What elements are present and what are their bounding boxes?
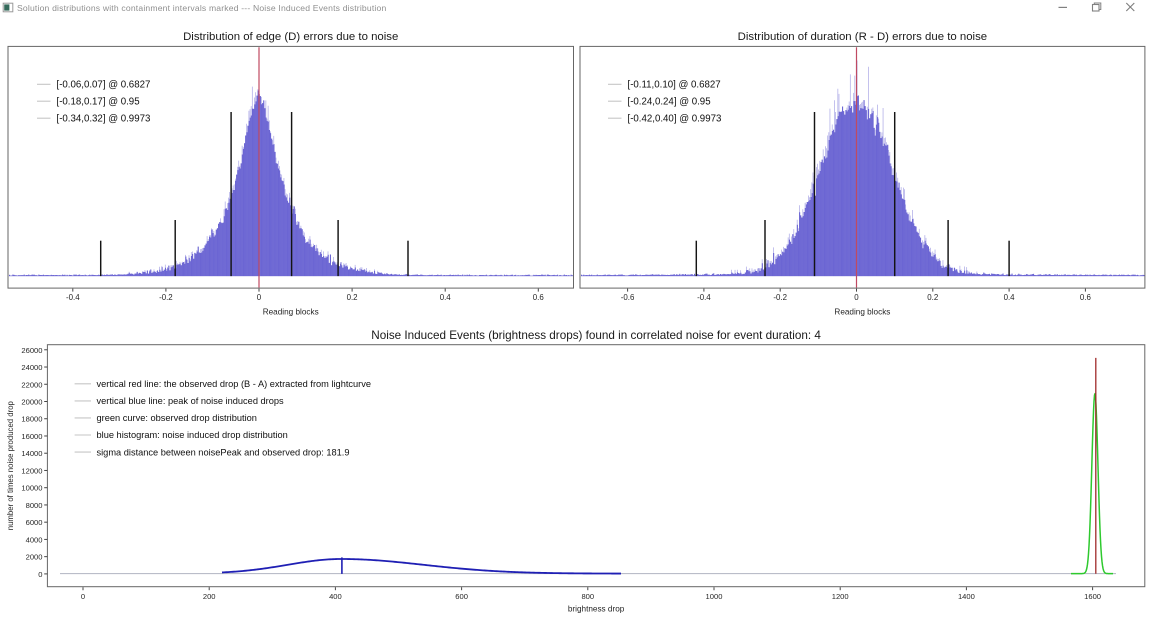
svg-text:[-0.11,0.10] @ 0.6827: [-0.11,0.10] @ 0.6827 [628,80,721,91]
svg-text:-0.4: -0.4 [697,293,711,302]
svg-text:0.2: 0.2 [927,293,938,302]
svg-text:1400: 1400 [958,592,975,601]
svg-text:22000: 22000 [21,380,42,389]
svg-text:sigma distance between noisePe: sigma distance between noisePeak and obs… [97,447,350,457]
svg-text:600: 600 [455,592,468,601]
svg-text:1000: 1000 [706,592,723,601]
svg-text:0.6: 0.6 [533,293,545,302]
svg-text:vertical red line: the observe: vertical red line: the observed drop (B … [97,379,372,389]
svg-text:[-0.24,0.24] @ 0.95: [-0.24,0.24] @ 0.95 [628,97,711,108]
svg-text:12000: 12000 [21,466,42,475]
svg-text:[-0.34,0.32] @ 0.9973: [-0.34,0.32] @ 0.9973 [57,114,151,125]
svg-text:1600: 1600 [1084,592,1101,601]
svg-text:brightness drop: brightness drop [568,605,625,614]
svg-text:0: 0 [257,293,262,302]
svg-text:[-0.42,0.40] @ 0.9973: [-0.42,0.40] @ 0.9973 [628,114,722,125]
svg-text:Noise Induced Events (brightne: Noise Induced Events (brightness drops) … [371,329,821,342]
svg-text:-0.2: -0.2 [773,293,787,302]
svg-text:number of times noise produced: number of times noise produced drop [6,400,15,530]
svg-text:vertical blue line: peak of no: vertical blue line: peak of noise induce… [97,396,285,406]
svg-text:400: 400 [329,592,342,601]
svg-text:Reading blocks: Reading blocks [834,308,890,317]
svg-text:0.4: 0.4 [1004,293,1016,302]
svg-text:200: 200 [203,592,216,601]
svg-text:-0.6: -0.6 [621,293,635,302]
svg-text:0: 0 [854,293,859,302]
svg-text:16000: 16000 [21,432,42,441]
svg-text:8000: 8000 [26,501,43,510]
svg-text:26000: 26000 [21,346,42,355]
svg-text:2000: 2000 [26,553,43,562]
svg-text:[-0.06,0.07] @ 0.6827: [-0.06,0.07] @ 0.6827 [57,80,151,91]
svg-text:18000: 18000 [21,415,42,424]
svg-text:Reading blocks: Reading blocks [263,308,319,317]
svg-text:800: 800 [581,592,594,601]
svg-text:1200: 1200 [832,592,849,601]
svg-text:blue histogram: noise induced: blue histogram: noise induced drop distr… [97,430,288,440]
svg-text:green curve: observed drop dis: green curve: observed drop distribution [97,413,257,423]
svg-text:0: 0 [81,592,85,601]
svg-text:Distribution of edge (D) error: Distribution of edge (D) errors due to n… [183,31,398,43]
svg-text:0.6: 0.6 [1080,293,1092,302]
svg-text:6000: 6000 [26,518,43,527]
svg-text:0.4: 0.4 [440,293,452,302]
svg-text:[-0.18,0.17] @ 0.95: [-0.18,0.17] @ 0.95 [57,97,140,108]
svg-text:-0.2: -0.2 [159,293,173,302]
svg-text:10000: 10000 [21,484,42,493]
svg-text:24000: 24000 [21,363,42,372]
svg-text:4000: 4000 [26,535,43,544]
svg-text:0: 0 [38,570,42,579]
svg-text:20000: 20000 [21,398,42,407]
svg-text:14000: 14000 [21,449,42,458]
svg-text:-0.4: -0.4 [66,293,80,302]
svg-text:Distribution of duration (R -: Distribution of duration (R - D) errors … [738,31,987,43]
svg-text:0.2: 0.2 [347,293,358,302]
